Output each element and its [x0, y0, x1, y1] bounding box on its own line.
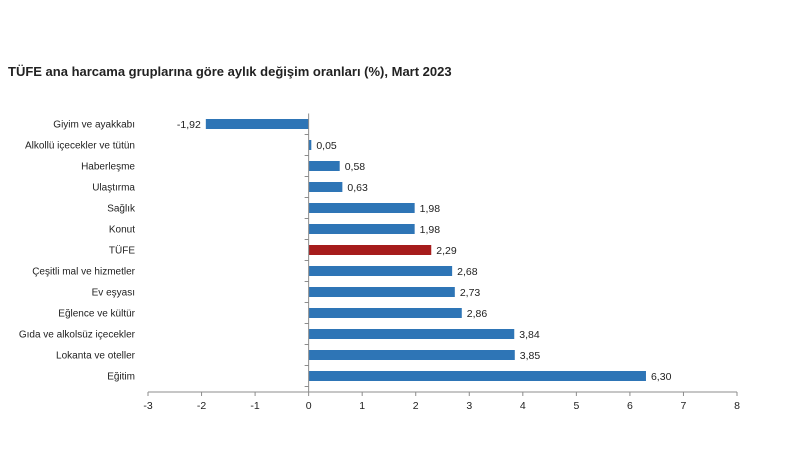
x-tick-label: 5 [573, 400, 579, 412]
data-label: 2,73 [460, 287, 481, 299]
bar [308, 287, 455, 297]
x-tick-label: 1 [359, 400, 365, 412]
x-tick-label: 6 [627, 400, 633, 412]
x-tick-label: -3 [143, 400, 152, 412]
data-label: 3,84 [519, 329, 540, 341]
category-label: Çeşitli mal ve hizmetler [32, 267, 135, 278]
category-label: Alkollü içecekler ve tütün [25, 141, 135, 152]
x-tick-label: -1 [250, 400, 259, 412]
x-tick-label: 8 [734, 400, 740, 412]
data-label: 0,63 [347, 182, 368, 194]
bar [308, 266, 453, 276]
bar [308, 329, 515, 339]
data-label: 2,29 [436, 245, 457, 257]
bar [308, 182, 343, 192]
category-label: Haberleşme [81, 162, 135, 173]
data-label: -1,92 [177, 119, 201, 131]
data-label: 3,85 [520, 350, 541, 362]
x-tick-label: -2 [197, 400, 206, 412]
category-label: Konut [109, 225, 135, 236]
data-label: 1,98 [420, 224, 441, 236]
x-tick-label: 0 [306, 400, 312, 412]
category-label: Gıda ve alkolsüz içecekler [19, 330, 136, 341]
x-tick-label: 4 [520, 400, 526, 412]
x-tick-label: 7 [681, 400, 687, 412]
data-label: 2,86 [467, 308, 488, 320]
x-tick-label: 3 [466, 400, 472, 412]
bar [308, 224, 415, 234]
bar [205, 119, 309, 129]
bar [308, 203, 415, 213]
category-label: Sağlık [107, 204, 136, 215]
bar [308, 308, 462, 318]
bar [308, 161, 340, 171]
category-label: Ulaştırma [92, 183, 135, 194]
bar [308, 140, 312, 150]
data-label: 0,58 [345, 161, 366, 173]
chart-title: TÜFE ana harcama gruplarına göre aylık d… [8, 64, 452, 79]
data-label: 0,05 [316, 140, 337, 152]
category-label: TÜFE [109, 245, 135, 257]
category-label: Giyim ve ayakkabı [53, 120, 135, 131]
category-label: Lokanta ve oteller [56, 351, 136, 362]
bar [308, 350, 515, 360]
category-label: Eğlence ve kültür [58, 309, 135, 320]
data-label: 6,30 [651, 371, 672, 383]
x-tick-label: 2 [413, 400, 419, 412]
category-label: Eğitim [107, 372, 135, 383]
data-label: 1,98 [420, 203, 441, 215]
bar [308, 245, 432, 255]
data-label: 2,68 [457, 266, 478, 278]
category-label: Ev eşyası [92, 288, 135, 299]
bar [308, 371, 646, 381]
